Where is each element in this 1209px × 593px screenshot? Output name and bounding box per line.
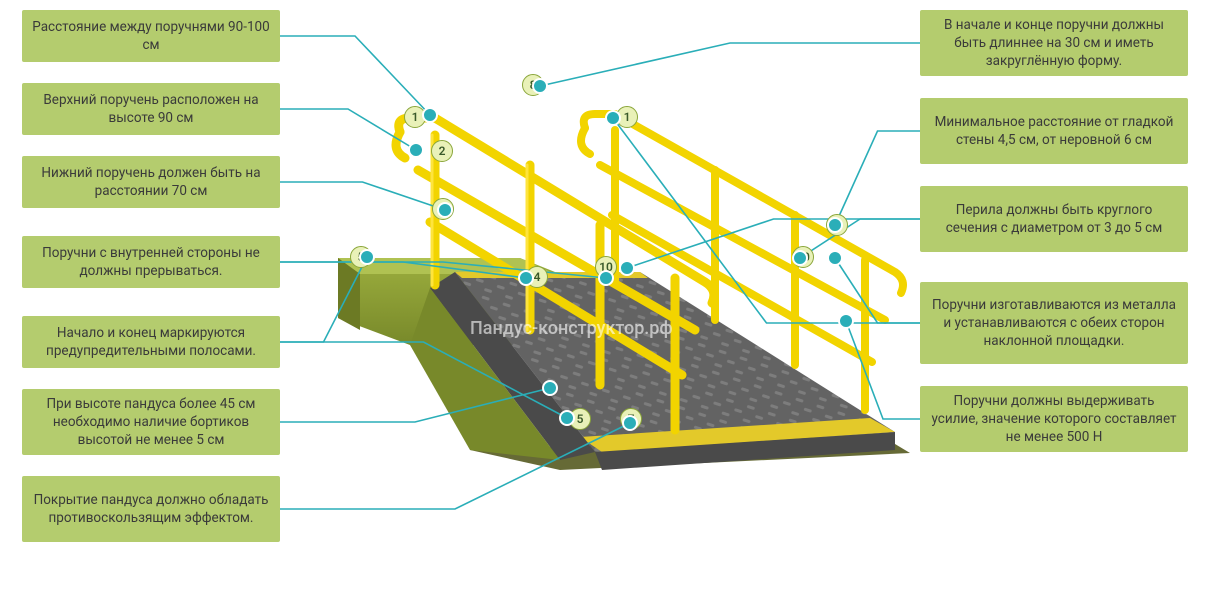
callout-text: Поручни изготавливаются из металла и уст… (930, 296, 1178, 351)
marker-number: 1 (412, 110, 419, 124)
connector-dot (542, 380, 558, 396)
callout-left-6: Покрытие пандуса должно обладать противо… (22, 476, 280, 542)
connector-dot (559, 410, 575, 426)
callout-text: Покрытие пандуса должно обладать противо… (32, 491, 270, 527)
connector-dot (408, 142, 424, 158)
callout-text: Поручни должны выдерживать усилие, значе… (930, 392, 1178, 447)
callout-left-2: Нижний поручень должен быть на расстояни… (22, 156, 280, 208)
callout-right-3: Поручни изготавливаются из металла и уст… (920, 282, 1188, 364)
connector-dot (827, 217, 843, 233)
marker-2: 2 (431, 140, 453, 162)
connector-dot (792, 250, 808, 266)
callout-left-3: Поручни с внутренней стороны не должны п… (22, 236, 280, 288)
connector-dot (605, 110, 621, 126)
callout-right-1: Минимальное расстояние от гладкой стены … (920, 98, 1188, 164)
connector-dot (619, 260, 635, 276)
callout-right-2: Перила должны быть круглого сечения с ди… (920, 186, 1188, 252)
connector-dot (437, 202, 453, 218)
callout-text: Верхний поручень расположен на высоте 90… (32, 91, 270, 127)
callout-text: Нижний поручень должен быть на расстояни… (32, 164, 270, 200)
callout-left-5: При высоте пандуса более 45 см необходим… (22, 389, 280, 455)
connector-dot (622, 415, 638, 431)
callout-text: В начале и конце поручни должны быть дли… (930, 16, 1178, 71)
callout-text: При высоте пандуса более 45 см необходим… (32, 395, 270, 450)
marker-number: 1 (624, 110, 631, 124)
connector-dot (359, 249, 375, 265)
callout-text: Начало и конец маркируются предупредител… (32, 324, 270, 360)
callout-left-0: Расстояние между поручнями 90-100 см (22, 10, 280, 62)
callout-left-1: Верхний поручень расположен на высоте 90… (22, 83, 280, 135)
connector-dot (838, 313, 854, 329)
connector-dot (532, 78, 548, 94)
connector-dot (598, 270, 614, 286)
callout-text: Перила должны быть круглого сечения с ди… (930, 201, 1178, 237)
connector-dot (518, 270, 534, 286)
marker-number: 4 (534, 270, 541, 284)
diagram-stage: Расстояние между поручнями 90-100 см Верх… (0, 0, 1209, 593)
marker-number: 2 (439, 144, 446, 158)
callout-left-4: Начало и конец маркируются предупредител… (22, 316, 280, 368)
callout-right-4: Поручни должны выдерживать усилие, значе… (920, 386, 1188, 452)
connector-dot (827, 250, 843, 266)
callout-text: Минимальное расстояние от гладкой стены … (930, 113, 1178, 149)
connector-dot (422, 107, 438, 123)
callout-right-0: В начале и конце поручни должны быть дли… (920, 10, 1188, 76)
callout-text: Поручни с внутренней стороны не должны п… (32, 244, 270, 280)
watermark: Пандус-конструктор.рф (470, 318, 673, 339)
callout-text: Расстояние между поручнями 90-100 см (32, 18, 270, 54)
marker-number: 5 (577, 412, 584, 426)
